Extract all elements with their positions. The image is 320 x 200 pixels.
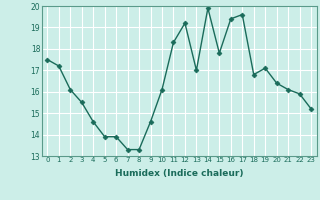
- X-axis label: Humidex (Indice chaleur): Humidex (Indice chaleur): [115, 169, 244, 178]
